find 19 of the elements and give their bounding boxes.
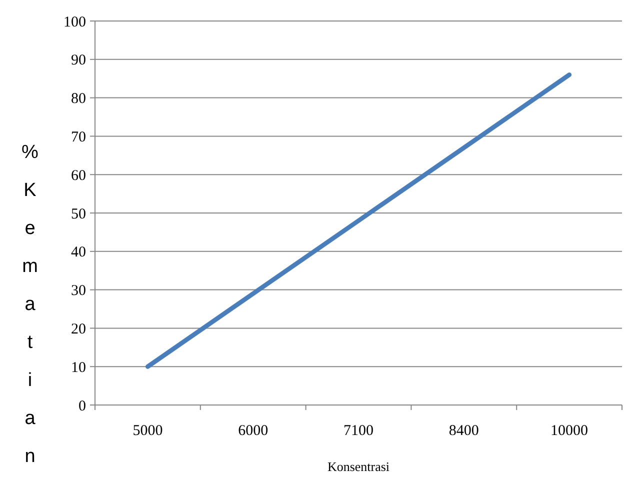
y-tick-label: 30 bbox=[71, 283, 86, 300]
y-tick-label: 80 bbox=[71, 91, 86, 108]
x-tick-label: 8400 bbox=[448, 423, 479, 439]
y-tick-label: 20 bbox=[71, 321, 86, 338]
y-tick-label: 40 bbox=[71, 244, 86, 261]
y-tick-label: 0 bbox=[78, 398, 86, 414]
x-tick-label: 10000 bbox=[550, 423, 588, 439]
x-tick-label: 7100 bbox=[344, 423, 374, 439]
y-tick-label: 50 bbox=[71, 206, 86, 222]
y-tick-label: 70 bbox=[71, 129, 86, 146]
y-tick-label: 10 bbox=[71, 360, 86, 376]
line-series bbox=[145, 72, 572, 369]
x-axis-title: Konsentrasi bbox=[327, 459, 390, 474]
x-tick-label: 5000 bbox=[132, 423, 163, 439]
y-tick-label: 100 bbox=[64, 14, 86, 30]
x-tick-label: 6000 bbox=[238, 423, 268, 439]
y-tick-label: 60 bbox=[71, 168, 86, 184]
y-tick-label: 90 bbox=[71, 52, 86, 69]
text: % Kematian bbox=[22, 142, 38, 467]
